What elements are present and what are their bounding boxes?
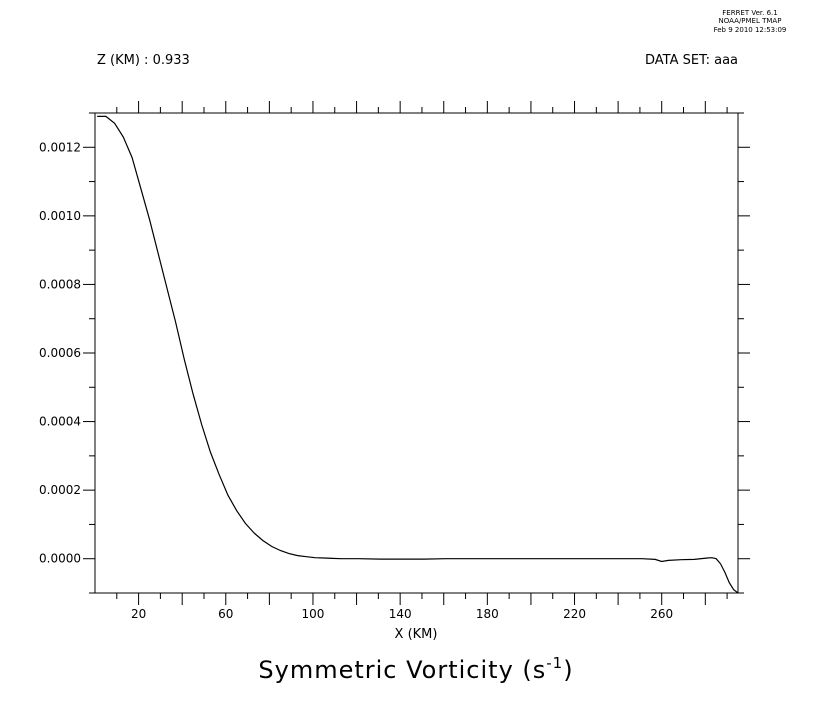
y-tick-label: 0.0004 (39, 415, 81, 429)
y-axis-ticks (83, 112, 750, 594)
y-tick-label: 0.0010 (39, 209, 81, 223)
x-tick-label: 260 (650, 607, 673, 621)
chart-title: Symmetric Vorticity (s-1) (258, 654, 573, 684)
chart-title-close: ) (563, 656, 573, 684)
ferret-org-text: NOAA/PMEL TMAP (719, 17, 782, 25)
x-axis-tick-labels: 20 60 100 140 180 220 260 (131, 607, 673, 621)
z-level-label: Z (KM) : 0.933 (97, 53, 190, 68)
plot-frame (94, 112, 739, 594)
x-axis-title: X (KM) (395, 627, 438, 642)
x-tick-label: 220 (563, 607, 586, 621)
x-tick-label: 140 (389, 607, 412, 621)
ferret-header: FERRET Ver. 6.1 NOAA/PMEL TMAP Feb 9 201… (714, 9, 787, 34)
chart-title-exponent: -1 (546, 654, 563, 672)
y-tick-label: 0.0008 (39, 277, 81, 291)
x-tick-label: 180 (476, 607, 499, 621)
ferret-date-text: Feb 9 2010 12:53:09 (714, 26, 787, 34)
x-tick-label: 20 (131, 607, 146, 621)
chart-title-main: Symmetric Vorticity (s (258, 656, 546, 684)
y-tick-label: 0.0006 (39, 346, 81, 360)
ferret-version-text: FERRET Ver. 6.1 (722, 9, 777, 17)
x-axis-ticks (116, 101, 728, 605)
x-tick-label: 60 (218, 607, 233, 621)
y-tick-label: 0.0000 (39, 552, 81, 566)
y-tick-label: 0.0002 (39, 483, 81, 497)
x-tick-label: 100 (302, 607, 325, 621)
dataset-label: DATA SET: aaa (645, 53, 738, 68)
y-tick-label: 0.0012 (39, 140, 81, 154)
y-axis-tick-labels: 0.0000 0.0002 0.0004 0.0006 0.0008 0.0010 0.00… (39, 140, 81, 565)
vorticity-line (97, 115, 739, 594)
